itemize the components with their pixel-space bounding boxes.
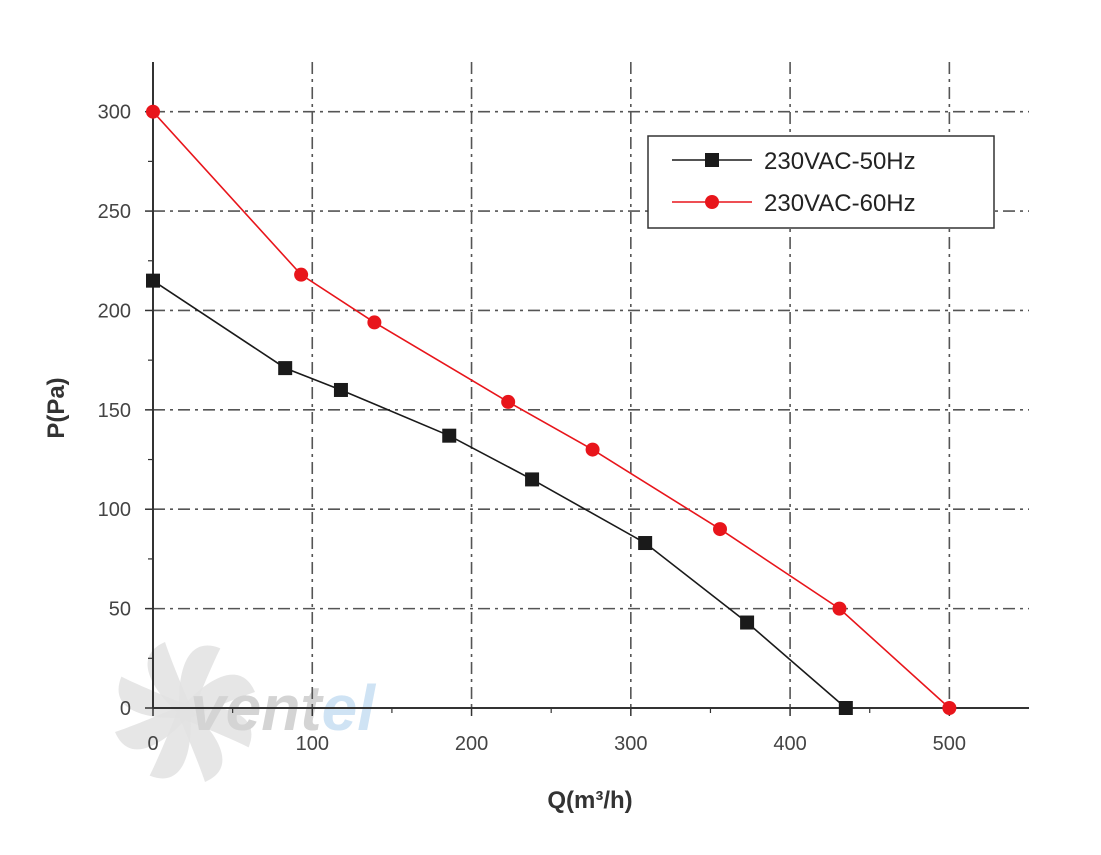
legend-label-50hz: 230VAC-50Hz <box>764 148 916 175</box>
legend-label-60hz: 230VAC-60Hz <box>764 190 916 217</box>
tick-labels: 0 100 200 300 400 500 0 50 100 150 200 250 300 <box>98 102 966 755</box>
data-point <box>638 536 653 551</box>
y-tick-label: 100 <box>98 499 131 521</box>
data-point <box>146 104 160 119</box>
series-0 <box>146 273 853 715</box>
fan-blade <box>179 645 221 718</box>
x-tick-label: 300 <box>614 733 647 755</box>
x-axis-title: Q(m³/h) <box>547 787 632 814</box>
x-tick-label: 400 <box>773 733 806 755</box>
legend-marker-60hz <box>705 195 719 209</box>
data-point <box>832 601 847 616</box>
data-point <box>942 701 957 715</box>
legend-marker-50hz <box>705 153 719 167</box>
data-point <box>740 615 755 630</box>
data-point <box>333 382 348 397</box>
y-tick-label: 300 <box>98 102 131 124</box>
data-point <box>367 315 382 330</box>
axes <box>152 62 1029 709</box>
y-tick-label: 200 <box>98 300 131 322</box>
legend: 230VAC-50Hz 230VAC-60Hz <box>647 135 995 229</box>
data-point <box>585 442 600 457</box>
x-tick-label: 100 <box>296 733 329 755</box>
x-tick-label: 500 <box>933 733 966 755</box>
y-tick-label: 150 <box>98 400 131 422</box>
x-tick-label: 200 <box>455 733 488 755</box>
series <box>146 104 957 715</box>
y-tick-label: 250 <box>98 201 131 223</box>
y-tick-label: 0 <box>120 698 131 720</box>
fan-icon <box>115 642 255 782</box>
series-1 <box>146 104 957 715</box>
legend-box <box>647 135 995 229</box>
y-axis-title: P(Pa) <box>43 377 70 438</box>
series-line <box>152 111 950 709</box>
data-point <box>525 472 540 487</box>
data-point <box>146 273 160 288</box>
y-tick-label: 50 <box>109 599 131 621</box>
data-point <box>501 394 516 409</box>
data-point <box>278 361 293 376</box>
x-tick-label: 0 <box>147 733 158 755</box>
data-point <box>294 267 309 282</box>
data-point <box>713 522 728 537</box>
data-point <box>838 701 853 715</box>
series-line <box>152 279 847 709</box>
data-point <box>442 428 457 443</box>
